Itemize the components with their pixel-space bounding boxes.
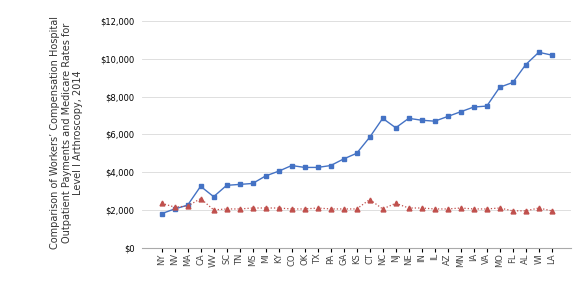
Line: Medicare Rate: Medicare Rate — [159, 196, 554, 213]
Medicare Rate — [223, 207, 230, 211]
Workers’ Compensation Payment — [457, 110, 464, 114]
Workers’ Compensation Payment — [288, 164, 295, 167]
Medicare Rate — [483, 207, 490, 211]
Workers’ Compensation Payment — [366, 135, 373, 139]
Medicare Rate — [548, 209, 555, 213]
Medicare Rate — [535, 206, 542, 210]
Workers’ Compensation Payment — [340, 157, 347, 161]
Workers’ Compensation Payment — [249, 182, 256, 185]
Medicare Rate — [314, 206, 321, 210]
Workers’ Compensation Payment — [535, 50, 542, 54]
Medicare Rate — [301, 207, 308, 211]
Workers’ Compensation Payment — [405, 117, 412, 120]
Medicare Rate — [418, 206, 425, 210]
Medicare Rate — [327, 207, 334, 211]
Workers’ Compensation Payment — [262, 174, 269, 178]
Medicare Rate — [509, 209, 516, 213]
Medicare Rate — [197, 197, 204, 201]
Medicare Rate — [392, 201, 399, 205]
Workers’ Compensation Payment — [444, 115, 451, 118]
Medicare Rate — [457, 206, 464, 210]
Medicare Rate — [249, 206, 256, 210]
Medicare Rate — [470, 207, 477, 211]
Medicare Rate — [275, 206, 282, 210]
Workers’ Compensation Payment — [171, 207, 178, 211]
Workers’ Compensation Payment — [158, 212, 165, 216]
Workers’ Compensation Payment — [470, 105, 477, 109]
Workers’ Compensation Payment — [353, 152, 360, 155]
Medicare Rate — [184, 204, 191, 208]
Workers’ Compensation Payment — [432, 119, 438, 123]
Workers’ Compensation Payment — [314, 165, 321, 169]
Medicare Rate — [523, 209, 530, 213]
Workers’ Compensation Payment — [327, 164, 334, 167]
Line: Workers’ Compensation Payment: Workers’ Compensation Payment — [159, 50, 554, 216]
Medicare Rate — [210, 208, 217, 212]
Workers’ Compensation Payment — [379, 117, 386, 120]
Workers’ Compensation Payment — [210, 195, 217, 198]
Workers’ Compensation Payment — [184, 203, 191, 207]
Medicare Rate — [379, 207, 386, 211]
Medicare Rate — [366, 198, 373, 201]
Medicare Rate — [158, 201, 165, 205]
Medicare Rate — [262, 206, 269, 210]
Medicare Rate — [171, 205, 178, 209]
Medicare Rate — [444, 207, 451, 211]
Workers’ Compensation Payment — [509, 81, 516, 84]
Workers’ Compensation Payment — [223, 184, 230, 187]
Workers’ Compensation Payment — [523, 63, 530, 66]
Medicare Rate — [496, 206, 503, 210]
Medicare Rate — [340, 207, 347, 211]
Workers’ Compensation Payment — [548, 53, 555, 57]
Text: Comparison of Workers’ Compensation Hospital
Outpatient Payments and Medicare Ra: Comparison of Workers’ Compensation Hosp… — [50, 16, 84, 249]
Workers’ Compensation Payment — [275, 169, 282, 173]
Workers’ Compensation Payment — [236, 183, 243, 186]
Workers’ Compensation Payment — [496, 85, 503, 89]
Workers’ Compensation Payment — [392, 126, 399, 130]
Workers’ Compensation Payment — [418, 118, 425, 122]
Workers’ Compensation Payment — [483, 104, 490, 108]
Medicare Rate — [405, 206, 412, 210]
Workers’ Compensation Payment — [301, 165, 308, 169]
Medicare Rate — [236, 207, 243, 211]
Medicare Rate — [288, 207, 295, 211]
Medicare Rate — [432, 207, 438, 211]
Medicare Rate — [353, 207, 360, 211]
Workers’ Compensation Payment — [197, 185, 204, 188]
